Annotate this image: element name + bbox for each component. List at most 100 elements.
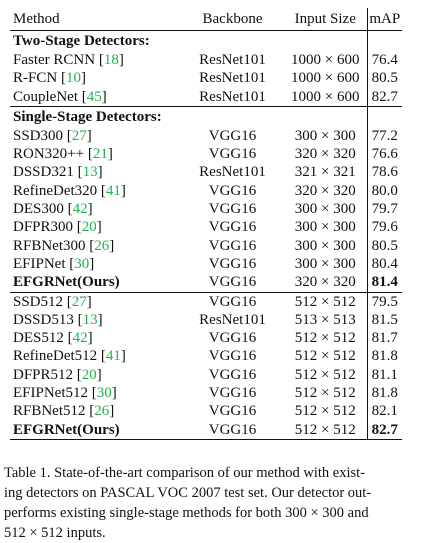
citation-link[interactable]: 27 [71, 293, 87, 310]
input-size-cell: 300 × 300 [294, 127, 356, 144]
method-cell: RFBNet300 [26] [13, 237, 115, 254]
method-name: DSSD321 [13, 164, 74, 181]
method-name: EFIPNet512 [13, 385, 88, 402]
backbone-cell: VGG16 [181, 291, 284, 311]
backbone-cell: VGG16 [208, 146, 257, 163]
map-cell: 82.1 [366, 402, 402, 421]
map-cell: 80.0 [366, 181, 402, 201]
input-size-cell: 1000 × 600 [291, 52, 360, 68]
method-cell: EFIPNet [30] [13, 255, 95, 272]
header-method: Method [10, 8, 181, 31]
table-row: DES300 [42] VGG16 300 × 300 79.7 [10, 200, 402, 219]
backbone-cell: VGG16 [208, 366, 257, 383]
backbone-cell: VGG16 [208, 348, 257, 365]
map-cell: 81.8 [366, 384, 402, 403]
input-size-cell: 512 × 512 [284, 420, 367, 440]
citation-link[interactable]: 18 [103, 52, 119, 68]
map-cell: 82.7 [366, 420, 402, 440]
backbone-cell: VGG16 [181, 420, 284, 440]
table-row: EFIPNet [30] VGG16 300 × 300 80.4 [10, 254, 402, 274]
map-cell: 81.4 [366, 273, 402, 293]
input-size-cell: 1000 × 600 [291, 70, 360, 87]
map-cell: 81.1 [366, 365, 402, 385]
method-cell: EFIPNet512 [30] [13, 385, 117, 402]
input-size-cell: 512 × 512 [294, 348, 356, 365]
method-cell: SSD300 [27] [13, 127, 92, 144]
backbone-cell: VGG16 [208, 330, 257, 347]
backbone-cell: VGG16 [208, 255, 257, 272]
method-cell: EFGRNet(Ours) [10, 273, 181, 292]
method-name: EFIPNet [13, 255, 66, 272]
map-cell: 79.6 [366, 218, 402, 237]
backbone-cell: VGG16 [208, 385, 257, 402]
citation-link[interactable]: 45 [86, 88, 102, 105]
citation-link[interactable]: 27 [71, 127, 87, 144]
header-row: Method Backbone Input Size mAP [10, 8, 402, 31]
map-cell: 76.4 [366, 51, 402, 70]
citation-link[interactable]: 30 [74, 255, 90, 272]
section-title: Two-Stage Detectors: [13, 32, 150, 49]
citation-link[interactable]: 13 [82, 164, 98, 181]
table-row: DFPR300 [20] VGG16 300 × 300 79.6 [10, 218, 402, 237]
header-map: mAP [366, 8, 402, 31]
method-cell: DFPR512 [20] [13, 366, 102, 383]
header-input-size: Input Size [284, 8, 367, 31]
input-size-cell: 512 × 512 [284, 291, 367, 311]
table-row: RFBNet512 [26] VGG16 512 × 512 82.1 [10, 402, 402, 421]
input-size-cell: 300 × 300 [294, 219, 356, 236]
citation-link[interactable]: 26 [94, 403, 110, 420]
map-cell: 78.6 [366, 163, 402, 182]
table-row: SSD300 [27] VGG16 300 × 300 77.2 [10, 126, 402, 146]
method-name: RON320++ [13, 146, 85, 163]
input-size-cell: 300 × 300 [294, 201, 356, 218]
map-cell: 81.5 [366, 310, 402, 330]
citation-link[interactable]: 41 [105, 182, 121, 199]
table-row: SSD512 [27] VGG16 512 × 512 79.5 [10, 291, 402, 311]
method-name: RFBNet300 [13, 237, 86, 254]
citation-link[interactable]: 10 [65, 70, 81, 87]
method-name: DSSD513 [13, 311, 74, 328]
input-size-cell: 512 × 512 [294, 403, 356, 420]
backbone-cell: VGG16 [208, 274, 257, 291]
caption-line: ing detectors on PASCAL VOC 2007 test se… [4, 485, 372, 501]
citation-link[interactable]: 20 [81, 366, 97, 383]
section-title: Single-Stage Detectors: [10, 105, 181, 127]
table-row: RFBNet300 [26] VGG16 300 × 300 80.5 [10, 236, 402, 255]
table-row: RefineDet320 [41] VGG16 320 × 320 80.0 [10, 181, 402, 201]
citation-link[interactable]: 42 [72, 201, 88, 218]
backbone-cell: ResNet101 [199, 311, 266, 328]
citation-link[interactable]: 30 [96, 385, 112, 402]
input-size-cell: 321 × 321 [294, 164, 356, 181]
method-name: RefineDet320 [13, 182, 98, 199]
method-cell: DES512 [42] [13, 330, 93, 347]
map-cell: 77.2 [366, 126, 402, 146]
table-row: DES512 [42] VGG16 512 × 512 81.7 [10, 329, 402, 348]
citation-link[interactable]: 26 [94, 237, 110, 254]
citation-link[interactable]: 13 [82, 311, 98, 328]
backbone-cell: ResNet101 [199, 70, 266, 87]
method-cell: DFPR300 [20] [13, 219, 102, 236]
method-name: CoupleNet [13, 88, 78, 105]
method-cell: RefineDet320 [41] [13, 182, 126, 199]
citation-link[interactable]: 21 [92, 146, 108, 163]
backbone-cell: ResNet101 [199, 164, 266, 181]
input-size-cell: 300 × 300 [294, 255, 356, 272]
map-cell: 81.7 [366, 329, 402, 348]
method-name: DES300 [13, 201, 64, 218]
citation-link[interactable]: 41 [105, 348, 121, 365]
citation-link[interactable]: 42 [72, 330, 88, 347]
section-single-stage: Single-Stage Detectors: [10, 105, 402, 127]
method-name: EFGRNet(Ours) [13, 421, 120, 438]
method-cell: RFBNet512 [26] [13, 403, 115, 420]
map-cell: 79.7 [366, 200, 402, 219]
map-cell: 79.5 [366, 291, 402, 311]
table-caption: Table 1. State-of-the-art comparison of … [4, 463, 418, 543]
input-size-cell: 512 × 512 [294, 366, 356, 383]
method-cell: DSSD321 [13] [13, 164, 103, 181]
method-cell: CoupleNet [45] [13, 88, 107, 105]
map-cell: 80.4 [366, 254, 402, 274]
backbone-cell: ResNet101 [199, 88, 266, 105]
input-size-cell: 320 × 320 [294, 146, 356, 163]
method-cell: R-FCN [10] [13, 70, 86, 87]
citation-link[interactable]: 20 [81, 219, 97, 236]
